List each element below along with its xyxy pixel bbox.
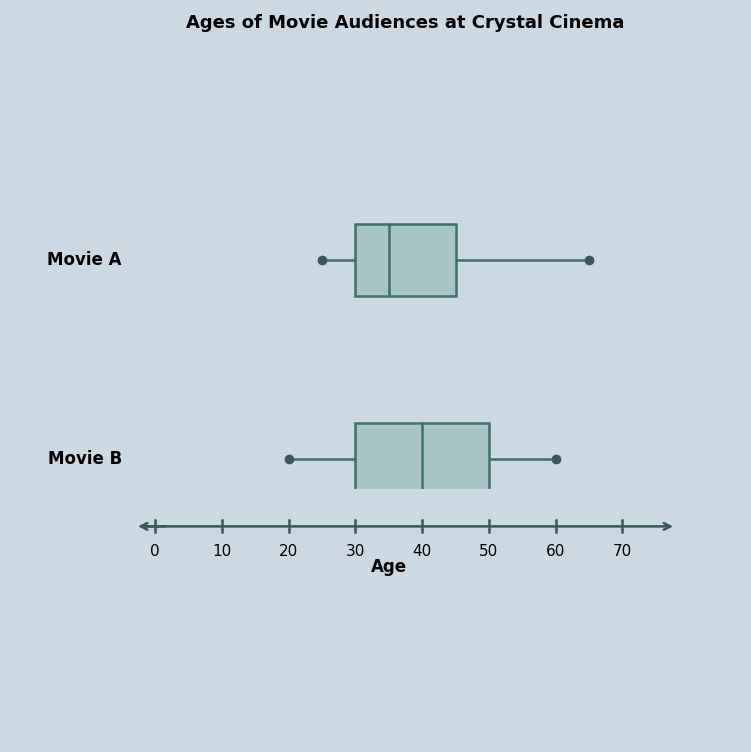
Text: Movie B: Movie B xyxy=(47,450,122,468)
Text: Age: Age xyxy=(371,558,407,576)
Bar xyxy=(355,423,489,495)
Text: Movie A: Movie A xyxy=(47,251,122,269)
Text: 70: 70 xyxy=(613,544,632,559)
Text: 20: 20 xyxy=(279,544,298,559)
Bar xyxy=(355,224,456,296)
Text: 0: 0 xyxy=(150,544,160,559)
Text: 10: 10 xyxy=(213,544,231,559)
Text: 50: 50 xyxy=(479,544,499,559)
Text: 60: 60 xyxy=(546,544,566,559)
Text: 30: 30 xyxy=(345,544,365,559)
Text: 40: 40 xyxy=(412,544,432,559)
Text: Ages of Movie Audiences at Crystal Cinema: Ages of Movie Audiences at Crystal Cinem… xyxy=(186,14,625,32)
